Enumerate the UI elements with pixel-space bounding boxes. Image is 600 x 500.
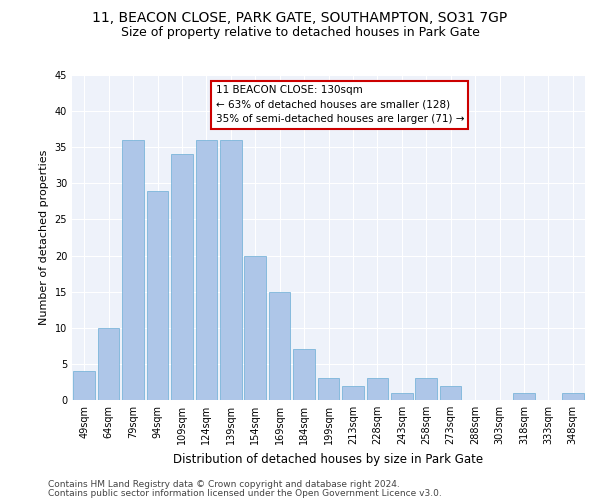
Text: 11, BEACON CLOSE, PARK GATE, SOUTHAMPTON, SO31 7GP: 11, BEACON CLOSE, PARK GATE, SOUTHAMPTON… bbox=[92, 11, 508, 25]
Text: Contains HM Land Registry data © Crown copyright and database right 2024.: Contains HM Land Registry data © Crown c… bbox=[48, 480, 400, 489]
Bar bbox=[391, 393, 413, 400]
Bar bbox=[220, 140, 242, 400]
Bar bbox=[562, 393, 584, 400]
Text: Contains public sector information licensed under the Open Government Licence v3: Contains public sector information licen… bbox=[48, 488, 442, 498]
Bar bbox=[342, 386, 364, 400]
Text: Size of property relative to detached houses in Park Gate: Size of property relative to detached ho… bbox=[121, 26, 479, 39]
Bar bbox=[440, 386, 461, 400]
Bar bbox=[147, 190, 168, 400]
Bar bbox=[244, 256, 266, 400]
Bar bbox=[196, 140, 217, 400]
Bar bbox=[98, 328, 119, 400]
Bar bbox=[415, 378, 437, 400]
Bar bbox=[171, 154, 193, 400]
Bar bbox=[318, 378, 339, 400]
X-axis label: Distribution of detached houses by size in Park Gate: Distribution of detached houses by size … bbox=[173, 452, 484, 466]
Bar bbox=[367, 378, 388, 400]
Bar bbox=[73, 371, 95, 400]
Bar bbox=[122, 140, 144, 400]
Bar bbox=[269, 292, 290, 400]
Y-axis label: Number of detached properties: Number of detached properties bbox=[39, 150, 49, 325]
Bar bbox=[513, 393, 535, 400]
Bar bbox=[293, 350, 315, 400]
Text: 11 BEACON CLOSE: 130sqm
← 63% of detached houses are smaller (128)
35% of semi-d: 11 BEACON CLOSE: 130sqm ← 63% of detache… bbox=[215, 84, 464, 124]
